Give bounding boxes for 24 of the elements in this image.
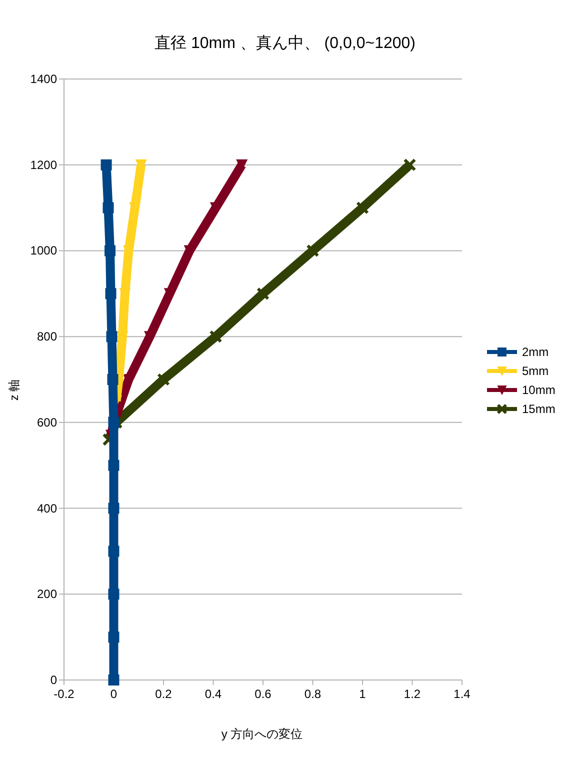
y-tick-label: 800 (36, 330, 58, 344)
x-tick-label: -0.2 (54, 687, 75, 701)
y-axis-title: z 軸 (7, 379, 21, 401)
x-tick-label: 0.4 (204, 687, 222, 701)
x-tick-label: 1.4 (454, 687, 471, 701)
y-tick-label: 1000 (30, 244, 58, 258)
y-tick-label: 600 (36, 415, 58, 430)
y-tick-label: 1200 (30, 158, 58, 172)
x-tick-label: 0.6 (254, 687, 272, 701)
x-tick-label: 1 (359, 687, 366, 701)
legend-label: 5mm (522, 364, 549, 378)
chart-title: 直径 10mm 、真ん中、 (0,0,0~1200) (154, 34, 416, 52)
legend-label: 15mm (522, 402, 556, 416)
y-tick-label: 0 (50, 673, 58, 687)
y-tick-label: 200 (36, 587, 58, 602)
x-tick-label: 0.8 (304, 687, 322, 701)
x-tick-label: 0 (110, 687, 118, 701)
x-axis-title: y 方向への変位 (221, 727, 303, 741)
x-tick-label: 0.2 (155, 687, 172, 701)
legend-label: 2mm (522, 345, 549, 359)
y-tick-label: 1400 (30, 72, 58, 86)
x-tick-label: 1.2 (404, 687, 421, 701)
y-tick-label: 400 (36, 501, 58, 516)
legend-label: 10mm (522, 383, 556, 397)
